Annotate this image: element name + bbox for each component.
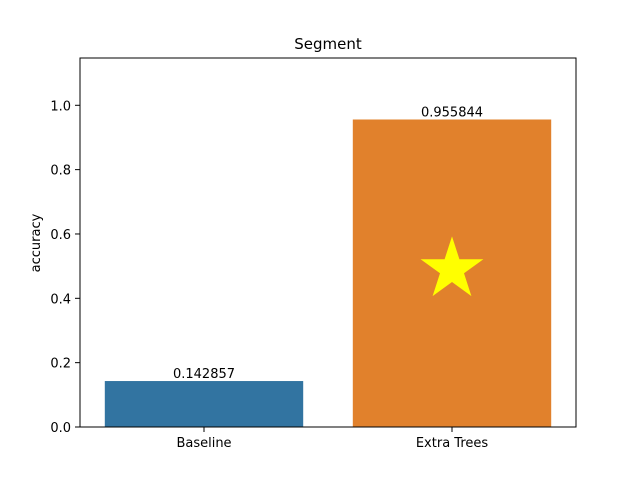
value-labels-group: 0.142857 0.955844 xyxy=(173,105,483,382)
data-label-extra-trees: 0.955844 xyxy=(421,105,483,120)
y-axis: 0.0 0.2 0.4 0.6 0.8 1.0 xyxy=(50,99,80,436)
x-axis: Baseline Extra Trees xyxy=(176,427,488,451)
y-axis-label: accuracy xyxy=(29,213,44,272)
markers-group xyxy=(420,236,484,297)
y-tick-label: 0.8 xyxy=(50,164,71,179)
y-tick-label: 0.6 xyxy=(50,228,71,243)
y-tick-label: 1.0 xyxy=(50,99,71,114)
y-tick-label: 0.4 xyxy=(50,292,71,307)
chart-title: Segment xyxy=(294,35,362,53)
x-tick-label: Extra Trees xyxy=(416,436,489,451)
y-tick-label: 0.2 xyxy=(50,357,71,372)
best-model-star-icon xyxy=(420,236,484,297)
y-tick-label: 0.0 xyxy=(50,421,71,436)
bar-baseline xyxy=(104,381,304,427)
data-label-baseline: 0.142857 xyxy=(173,367,235,382)
bars-group xyxy=(104,119,552,427)
x-tick-label: Baseline xyxy=(176,436,231,451)
plot-frame xyxy=(79,57,577,428)
